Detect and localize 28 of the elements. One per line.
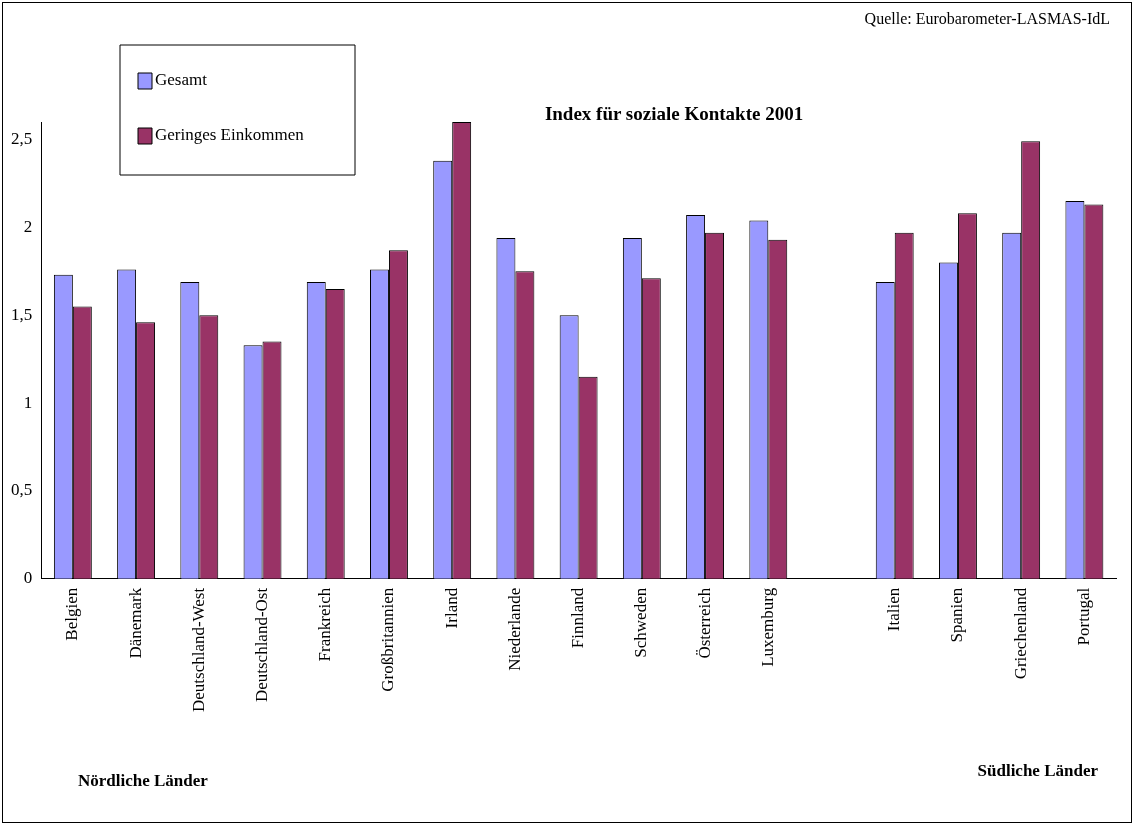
x-tick-label: Österreich — [694, 587, 714, 659]
x-tick-label: Portugal — [1073, 587, 1093, 646]
y-tick-label: 0 — [23, 568, 33, 588]
x-tick-label: Großbritannien — [378, 587, 398, 692]
x-tick-label: Spanien — [947, 587, 967, 643]
x-tick-label: Deutschland-West — [188, 587, 208, 713]
y-tick-label: 2,5 — [11, 129, 33, 149]
text: Nördliche Länder — [78, 771, 209, 791]
legend-label: Geringes Einkommen — [155, 125, 305, 145]
x-tick-label: Deutschland-Ost — [251, 587, 271, 703]
x-tick-label: Niederlande — [504, 587, 524, 671]
text: Südliche Länder — [977, 761, 1099, 781]
x-tick-label: Dänemark — [125, 587, 145, 659]
legend-label: Gesamt — [155, 70, 208, 90]
x-tick-label: Belgien — [62, 587, 82, 641]
y-tick-label: 0,5 — [11, 480, 33, 500]
x-tick-label: Luxemburg — [757, 587, 777, 667]
source-note: Quelle: Eurobarometer-LASMAS-IdL — [864, 10, 1110, 28]
x-tick-label: Irland — [441, 587, 461, 629]
y-tick-label: 2 — [23, 216, 33, 236]
y-tick-label: 1,5 — [11, 304, 33, 324]
y-tick-label: 1 — [23, 392, 33, 412]
x-tick-label: Frankreich — [315, 587, 335, 662]
x-tick-label: Italien — [884, 587, 904, 632]
x-tick-label: Finnland — [568, 587, 588, 649]
x-tick-label: Schweden — [631, 587, 651, 658]
chart-title: Index für soziale Kontakte 2001 — [544, 102, 804, 124]
x-tick-label: Griechenland — [1010, 587, 1030, 680]
